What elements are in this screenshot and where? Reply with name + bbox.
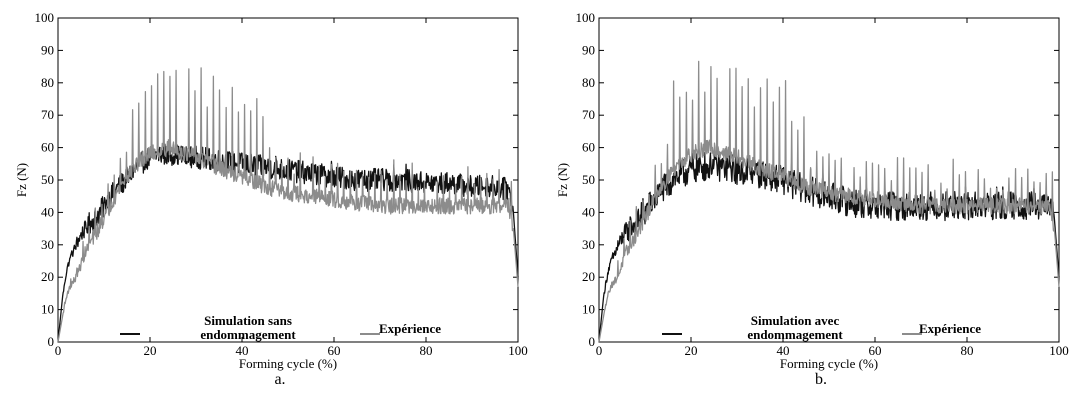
series-line-2 xyxy=(57,67,519,343)
y-tick-label: 60 xyxy=(582,140,595,155)
x-tick-label: 80 xyxy=(420,343,433,358)
x-tick-label: 40 xyxy=(777,343,790,358)
x-axis-label: Forming cycle (%) xyxy=(239,356,337,371)
legend-label-1: Simulation avec xyxy=(751,313,840,328)
y-tick-label: 100 xyxy=(576,10,596,25)
y-tick-label: 30 xyxy=(582,237,595,252)
panel-label: a. xyxy=(274,371,285,388)
x-tick-label: 20 xyxy=(144,343,157,358)
y-tick-label: 10 xyxy=(41,302,54,317)
y-tick-label: 50 xyxy=(41,172,54,187)
chart-panel-1: 0 10 20 30 40 50 60 70 80 90 100 0 20 40 60 80 100 Formin… xyxy=(14,10,528,388)
y-axis-label: Fz (N) xyxy=(555,163,570,197)
x-tick-label: 100 xyxy=(508,343,528,358)
x-tick-label: 80 xyxy=(961,343,974,358)
x-tick-label: 60 xyxy=(869,343,882,358)
panel-label: b. xyxy=(815,371,827,388)
x-axis-label: Forming cycle (%) xyxy=(780,356,878,371)
legend-label-1: endommagement xyxy=(747,327,843,342)
series-line-2 xyxy=(598,60,1060,343)
y-tick-label: 20 xyxy=(41,269,54,284)
chart-panel-2: 0 10 20 30 40 50 60 70 80 90 100 0 20 40 60 80 100 Formin… xyxy=(555,10,1069,388)
legend-label-2: Expérience xyxy=(919,321,981,336)
y-tick-label: 90 xyxy=(582,42,595,57)
y-tick-label: 30 xyxy=(41,237,54,252)
y-tick-label: 10 xyxy=(582,302,595,317)
y-tick-label: 70 xyxy=(41,107,54,122)
y-tick-label: 0 xyxy=(589,334,596,349)
x-tick-label: 40 xyxy=(236,343,249,358)
legend-label-1: Simulation sans xyxy=(204,313,292,328)
x-tick-label: 60 xyxy=(328,343,341,358)
y-axis-label: Fz (N) xyxy=(14,163,29,197)
y-tick-label: 80 xyxy=(582,75,595,90)
y-tick-label: 0 xyxy=(48,334,55,349)
x-tick-label: 0 xyxy=(55,343,62,358)
y-tick-label: 40 xyxy=(582,204,595,219)
y-tick-label: 20 xyxy=(582,269,595,284)
y-tick-label: 70 xyxy=(582,107,595,122)
x-tick-label: 100 xyxy=(1049,343,1069,358)
x-tick-label: 0 xyxy=(596,343,603,358)
y-tick-label: 50 xyxy=(582,172,595,187)
y-tick-label: 40 xyxy=(41,204,54,219)
y-tick-label: 80 xyxy=(41,75,54,90)
y-tick-label: 90 xyxy=(41,42,54,57)
x-tick-label: 20 xyxy=(685,343,698,358)
legend-label-1: endommagement xyxy=(200,327,296,342)
y-tick-label: 100 xyxy=(35,10,55,25)
y-tick-label: 60 xyxy=(41,140,54,155)
legend-label-2: Expérience xyxy=(379,321,441,336)
